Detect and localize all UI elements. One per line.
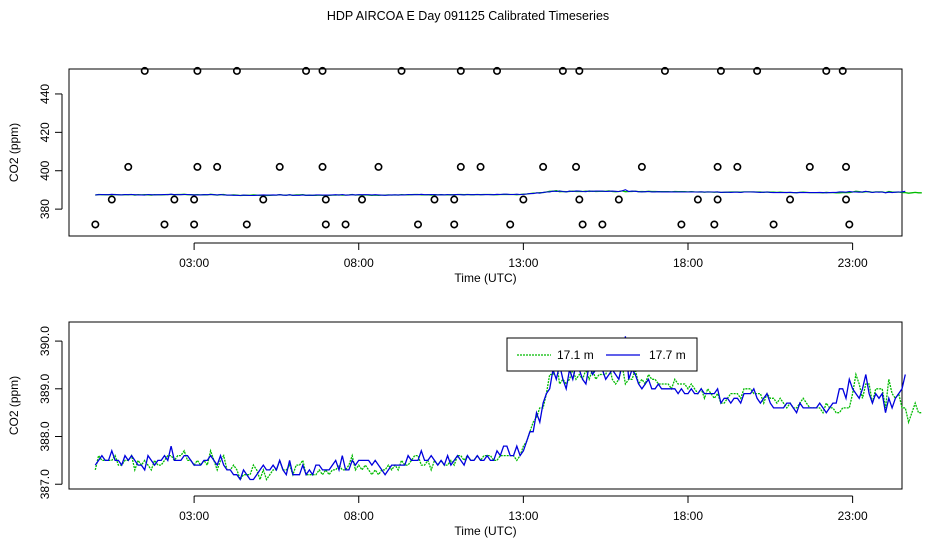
calibration-point (845, 220, 854, 229)
calibration-point (242, 220, 251, 229)
calibration-point (838, 66, 847, 75)
lower-x-tick-label: 03:00 (179, 509, 209, 523)
upper-x-tick-label: 23:00 (838, 256, 868, 270)
calibration-point (710, 220, 719, 229)
calibration-point (456, 162, 465, 171)
calibration-point (575, 195, 584, 204)
legend-label-17-1-m: 17.1 m (557, 348, 594, 362)
calibration-point (677, 220, 686, 229)
calibration-point (302, 66, 311, 75)
upper-y-tick-label: 400 (38, 160, 52, 180)
calibration-point (321, 195, 330, 204)
series-line-17-7-m (94, 336, 906, 481)
calibration-point (769, 220, 778, 229)
calibration-point (190, 220, 199, 229)
calibration-point (493, 66, 502, 75)
upper-x-tick-label: 18:00 (673, 256, 703, 270)
calibration-point (232, 66, 241, 75)
lower-x-tick-label: 18:00 (673, 509, 703, 523)
calibration-point (124, 162, 133, 171)
calibration-point (107, 195, 116, 204)
calibration-point (140, 66, 149, 75)
calibration-point (170, 195, 179, 204)
calibration-point (506, 220, 515, 229)
lower-y-tick-label: 390.0 (38, 326, 52, 356)
upper-series-line-17-7-m (95, 189, 906, 197)
calibration-point (450, 220, 459, 229)
upper-plot-frame (68, 68, 903, 237)
calibration-point (842, 162, 851, 171)
calibration-point (374, 162, 383, 171)
calibration-point (539, 162, 548, 171)
series-line-17-1-m (94, 360, 922, 482)
calibration-point (160, 220, 169, 229)
calibration-point (572, 162, 581, 171)
calibration-point (321, 220, 330, 229)
lower-y-axis-label: CO2 (ppm) (7, 376, 21, 435)
upper-x-tick-label: 13:00 (508, 256, 538, 270)
lower-x-tick-label: 13:00 (508, 509, 538, 523)
figure-title: HDP AIRCOA E Day 091125 Calibrated Times… (326, 9, 610, 23)
calibration-point (693, 195, 702, 204)
lower-x-axis-label: Time (UTC) (454, 524, 516, 538)
lower-y-tick-label: 388.0 (38, 421, 52, 451)
legend-label-17-7-m: 17.7 m (649, 348, 686, 362)
upper-x-tick-label: 08:00 (344, 256, 374, 270)
calibration-point (660, 66, 669, 75)
calibration-point (91, 220, 100, 229)
calibration-point (716, 66, 725, 75)
calibration-point (193, 66, 202, 75)
calibration-point (558, 66, 567, 75)
calibration-point (341, 220, 350, 229)
upper-y-tick-label: 440 (38, 84, 52, 104)
lower-x-tick-label: 23:00 (838, 509, 868, 523)
calibration-point (190, 195, 199, 204)
calibration-point (430, 195, 439, 204)
calibration-point (213, 162, 222, 171)
calibration-point (456, 66, 465, 75)
upper-y-axis-label: CO2 (ppm) (7, 123, 21, 182)
lower-x-tick-label: 08:00 (344, 509, 374, 523)
calibration-point (318, 66, 327, 75)
calibration-point (786, 195, 795, 204)
calibration-point (822, 66, 831, 75)
upper-y-tick-label: 380 (38, 199, 52, 219)
lower-y-tick-label: 389.0 (38, 373, 52, 403)
calibration-point (318, 162, 327, 171)
calibration-point (193, 162, 202, 171)
upper-x-axis-label: Time (UTC) (454, 271, 516, 285)
calibration-point (842, 195, 851, 204)
calibration-point (476, 162, 485, 171)
calibration-point (414, 220, 423, 229)
lower-plot-frame (68, 321, 903, 490)
calibration-point (805, 162, 814, 171)
calibration-point (614, 195, 623, 204)
calibration-point (578, 220, 587, 229)
calibration-point (598, 220, 607, 229)
calibration-point (753, 66, 762, 75)
calibration-point (637, 162, 646, 171)
calibration-point (713, 162, 722, 171)
upper-y-tick-label: 420 (38, 122, 52, 142)
calibration-point (575, 66, 584, 75)
calibration-point (275, 162, 284, 171)
calibration-point (733, 162, 742, 171)
calibration-point (358, 195, 367, 204)
calibration-point (450, 195, 459, 204)
calibration-point (713, 195, 722, 204)
calibration-point (397, 66, 406, 75)
calibration-point (519, 195, 528, 204)
lower-y-tick-label: 387.0 (38, 469, 52, 499)
calibration-point (259, 195, 268, 204)
upper-x-tick-label: 03:00 (179, 256, 209, 270)
